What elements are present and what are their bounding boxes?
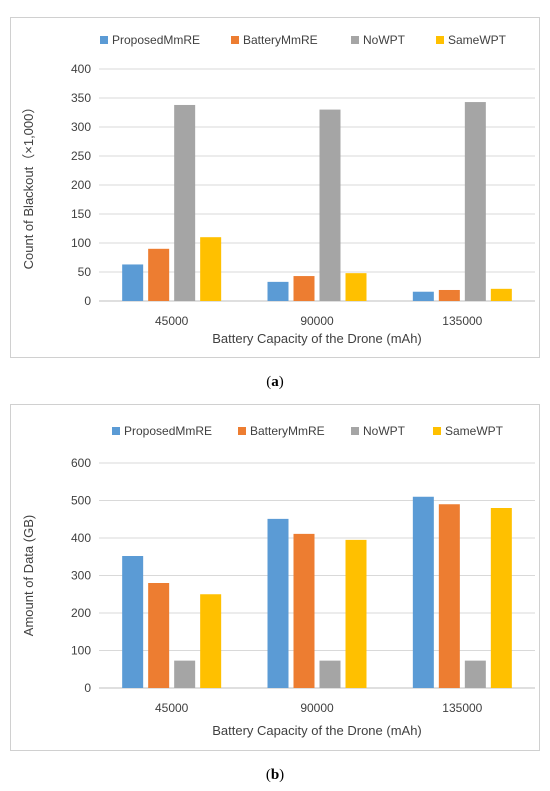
chart-panel-a: 0 50 100 150 200 250 300 350 400 45000 90000 135000… [10,17,540,358]
y-tick-label: 100 [71,236,91,250]
bar-nowpt-90000 [319,109,341,301]
legend-swatch-batterymmre [231,36,239,44]
y-tick-label: 400 [71,62,91,76]
x-axis-label: Battery Capacity of the Drone (mAh) [212,723,422,738]
bar-batterymmre-135000 [438,504,460,688]
y-axis-label: Count of Blackout（×1,000） [21,101,36,270]
legend-label-proposedmmre: ProposedMmRE [124,424,212,438]
bar-proposedmmre-45000 [122,264,144,301]
legend-swatch-samewpt [433,427,441,435]
bar-samewpt-45000 [200,594,222,688]
y-tick-label: 250 [71,149,91,163]
blackout-chart: 0 50 100 150 200 250 300 350 400 45000 90000 135000… [21,33,535,346]
x-axis-label: Battery Capacity of the Drone (mAh) [212,331,422,346]
bar-nowpt-45000 [174,104,196,302]
caption-b: (b) [265,767,285,783]
legend-label-batterymmre: BatteryMmRE [243,33,318,47]
legend-label-batterymmre: BatteryMmRE [250,424,325,438]
y-tick-label: 350 [71,91,91,105]
x-tick-label: 45000 [155,314,189,328]
bar-nowpt-135000 [464,102,486,301]
bar-samewpt-90000 [345,273,367,301]
y-tick-label: 400 [71,531,91,545]
x-tick-label: 90000 [300,314,334,328]
x-tick-label: 135000 [442,314,482,328]
legend-label-proposedmmre: ProposedMmRE [112,33,200,47]
y-tick-label: 600 [71,456,91,470]
bar-proposedmmre-45000 [122,556,144,688]
y-tick-label: 0 [84,681,91,695]
bar-nowpt-45000 [174,660,196,688]
y-tick-label: 200 [71,178,91,192]
bar-samewpt-135000 [490,508,512,688]
bar-nowpt-135000 [464,660,486,688]
legend-swatch-nowpt [351,36,359,44]
y-tick-label: 500 [71,494,91,508]
y-tick-label: 300 [71,120,91,134]
legend-label-samewpt: SameWPT [445,424,504,438]
legend-label-samewpt: SameWPT [448,33,507,47]
bar-proposedmmre-90000 [267,518,289,688]
y-axis-label: Amount of Data (GB) [21,515,36,636]
legend-label-nowpt: NoWPT [363,424,406,438]
data-amount-chart: 0 100 200 300 400 500 600 45000 90000 135000 Batte… [21,424,535,738]
bar-nowpt-90000 [319,660,341,688]
bar-batterymmre-90000 [293,533,315,688]
legend-swatch-proposedmmre [112,427,120,435]
y-tick-label: 150 [71,207,91,221]
bar-batterymmre-45000 [148,248,170,301]
legend-label-nowpt: NoWPT [363,33,406,47]
bar-samewpt-135000 [490,288,512,301]
x-tick-label: 45000 [155,701,189,715]
y-tick-label: 200 [71,606,91,620]
legend-swatch-nowpt [351,427,359,435]
bar-samewpt-90000 [345,539,367,688]
y-tick-label: 50 [78,265,92,279]
x-tick-label: 135000 [442,701,482,715]
bar-batterymmre-90000 [293,276,315,301]
bar-batterymmre-45000 [148,583,170,688]
legend-swatch-batterymmre [238,427,246,435]
y-tick-label: 300 [71,569,91,583]
chart-panel-b: 0 100 200 300 400 500 600 45000 90000 135000 Batte… [10,404,540,751]
bar-proposedmmre-135000 [412,291,434,301]
y-tick-label: 0 [84,294,91,308]
legend-swatch-samewpt [436,36,444,44]
bar-samewpt-45000 [200,237,222,301]
legend-swatch-proposedmmre [100,36,108,44]
y-tick-label: 100 [71,644,91,658]
bar-proposedmmre-90000 [267,281,289,301]
caption-a: (a) [266,374,284,390]
bar-batterymmre-135000 [438,289,460,301]
bar-proposedmmre-135000 [412,496,434,688]
x-tick-label: 90000 [300,701,334,715]
